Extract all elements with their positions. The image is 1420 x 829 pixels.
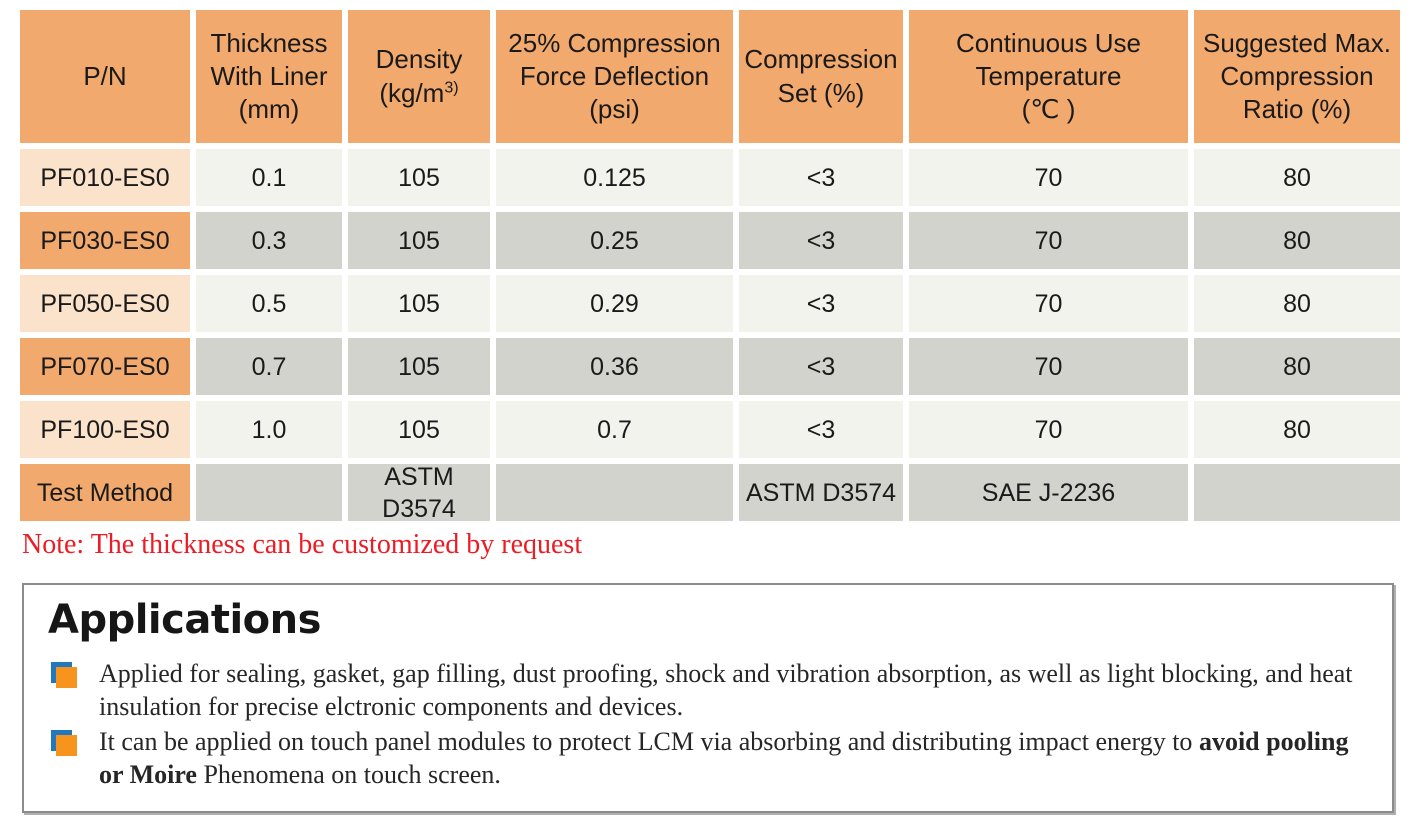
value-cell: 105 bbox=[348, 275, 490, 332]
value-cell: 80 bbox=[1194, 275, 1400, 332]
test-method-value-cell: ASTM D3574 bbox=[739, 464, 903, 521]
header-density: Density (kg/m3) bbox=[348, 10, 490, 143]
test-method-value-cell bbox=[196, 464, 342, 521]
value-cell: 1.0 bbox=[196, 401, 342, 458]
value-cell: 0.25 bbox=[496, 212, 733, 269]
value-cell: 70 bbox=[909, 275, 1188, 332]
value-cell: 80 bbox=[1194, 401, 1400, 458]
value-cell: 0.29 bbox=[496, 275, 733, 332]
value-cell: 80 bbox=[1194, 212, 1400, 269]
bullet-square-icon bbox=[56, 667, 77, 688]
bullet-text-segment: It can be applied on touch panel modules… bbox=[99, 727, 1199, 756]
value-cell: <3 bbox=[739, 275, 903, 332]
value-cell: 0.7 bbox=[496, 401, 733, 458]
spec-table: P/N Thickness With Liner (mm) Density (kg/m3)… bbox=[20, 10, 1400, 523]
test-method-value-cell bbox=[1194, 464, 1400, 521]
value-cell: 0.3 bbox=[196, 212, 342, 269]
bullet-text: It can be applied on touch panel modules… bbox=[99, 725, 1368, 791]
application-bullet: It can be applied on touch panel modules… bbox=[48, 725, 1368, 791]
bullet-text: Applied for sealing, gasket, gap filling… bbox=[99, 657, 1368, 723]
value-cell: 70 bbox=[909, 338, 1188, 395]
value-cell: 70 bbox=[909, 212, 1188, 269]
test-method-value-cell: SAE J-2236 bbox=[909, 464, 1188, 521]
pn-cell: PF010-ES0 bbox=[20, 149, 190, 206]
value-cell: 0.36 bbox=[496, 338, 733, 395]
value-cell: 0.125 bbox=[496, 149, 733, 206]
note-text: Note: The thickness can be customized by… bbox=[22, 529, 583, 560]
value-cell: 70 bbox=[909, 401, 1188, 458]
value-cell: 70 bbox=[909, 149, 1188, 206]
value-cell: <3 bbox=[739, 338, 903, 395]
header-thickness: Thickness With Liner (mm) bbox=[196, 10, 342, 143]
header-continuous-temp: Continuous Use Temperature (℃ ) bbox=[909, 10, 1188, 143]
bullet-text-bold-segment: avoid pooling or Moire bbox=[99, 727, 1349, 789]
test-method-label-cell: Test Method bbox=[20, 464, 190, 521]
value-cell: 105 bbox=[348, 338, 490, 395]
header-max-ratio: Suggested Max. Compression Ratio (%) bbox=[1194, 10, 1400, 143]
bullet-text-segment: Applied for sealing, gasket, gap filling… bbox=[99, 659, 1353, 721]
bullet-text-segment: Phenomena on touch screen. bbox=[196, 760, 501, 789]
test-method-value-cell: ASTM D3574 bbox=[348, 463, 490, 523]
value-cell: 0.5 bbox=[196, 275, 342, 332]
applications-section: Applications Applied for sealing, gasket… bbox=[22, 583, 1394, 813]
value-cell: <3 bbox=[739, 212, 903, 269]
application-bullet: Applied for sealing, gasket, gap filling… bbox=[48, 657, 1368, 723]
value-cell: 105 bbox=[348, 149, 490, 206]
pn-cell: PF030-ES0 bbox=[20, 212, 190, 269]
bullet-square-icon bbox=[56, 735, 77, 756]
value-cell: <3 bbox=[739, 149, 903, 206]
test-method-value-cell bbox=[496, 464, 733, 521]
header-compression-set: Compression Set (%) bbox=[739, 10, 903, 143]
value-cell: 80 bbox=[1194, 338, 1400, 395]
pn-cell: PF100-ES0 bbox=[20, 401, 190, 458]
pn-cell: PF050-ES0 bbox=[20, 275, 190, 332]
header-pn: P/N bbox=[20, 10, 190, 143]
value-cell: 105 bbox=[348, 401, 490, 458]
value-cell: <3 bbox=[739, 401, 903, 458]
value-cell: 0.1 bbox=[196, 149, 342, 206]
value-cell: 80 bbox=[1194, 149, 1400, 206]
pn-cell: PF070-ES0 bbox=[20, 338, 190, 395]
applications-bullet-list: Applied for sealing, gasket, gap filling… bbox=[48, 657, 1368, 791]
value-cell: 0.7 bbox=[196, 338, 342, 395]
applications-title: Applications bbox=[48, 597, 321, 643]
header-cfd: 25% Compression Force Deflection (psi) bbox=[496, 10, 733, 143]
value-cell: 105 bbox=[348, 212, 490, 269]
